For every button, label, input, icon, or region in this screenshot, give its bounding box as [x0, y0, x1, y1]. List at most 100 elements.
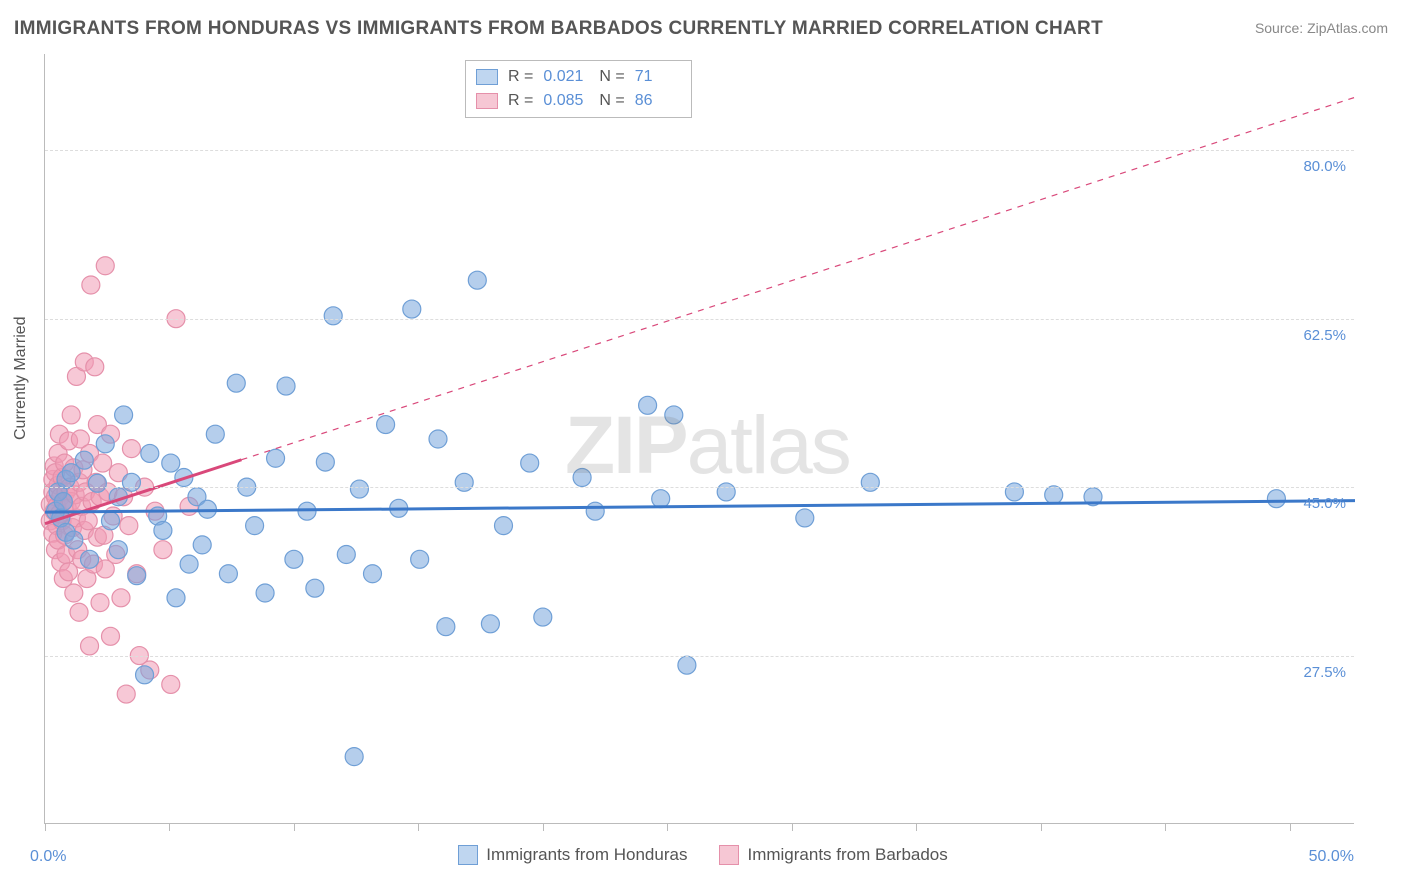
r-label: R =: [508, 68, 533, 86]
y-axis-title: Currently Married: [12, 316, 30, 440]
point-honduras: [167, 589, 185, 607]
point-barbados: [62, 406, 80, 424]
x-tick: [916, 823, 917, 831]
x-tick: [792, 823, 793, 831]
point-honduras: [246, 517, 264, 535]
point-barbados: [96, 257, 114, 275]
point-honduras: [306, 579, 324, 597]
point-honduras: [180, 555, 198, 573]
n-label: N =: [599, 92, 624, 110]
point-honduras: [154, 521, 172, 539]
point-barbados: [162, 675, 180, 693]
plot-svg: [45, 54, 1354, 823]
point-barbados: [94, 454, 112, 472]
point-honduras: [437, 618, 455, 636]
point-honduras: [54, 493, 72, 511]
point-barbados: [117, 685, 135, 703]
point-honduras: [861, 473, 879, 491]
point-honduras: [403, 300, 421, 318]
point-barbados: [82, 276, 100, 294]
swatch-barbados-icon: [719, 845, 739, 865]
point-honduras: [285, 550, 303, 568]
point-honduras: [345, 748, 363, 766]
point-honduras: [193, 536, 211, 554]
point-honduras: [136, 666, 154, 684]
point-barbados: [81, 637, 99, 655]
trendline-barbados-extrapolated: [242, 97, 1356, 459]
x-tick: [294, 823, 295, 831]
stats-legend: R = 0.021 N = 71 R = 0.085 N = 86: [465, 60, 692, 118]
point-honduras: [141, 444, 159, 462]
point-honduras: [678, 656, 696, 674]
gridline: [45, 319, 1354, 320]
point-honduras: [227, 374, 245, 392]
point-honduras: [364, 565, 382, 583]
point-honduras: [1045, 486, 1063, 504]
point-honduras: [316, 453, 334, 471]
point-barbados: [112, 589, 130, 607]
point-honduras: [573, 469, 591, 487]
x-tick: [169, 823, 170, 831]
point-barbados: [154, 541, 172, 559]
n-value-barbados: 86: [635, 92, 681, 110]
point-honduras: [162, 454, 180, 472]
point-honduras: [429, 430, 447, 448]
trendline-honduras: [45, 501, 1355, 513]
point-honduras: [256, 584, 274, 602]
point-honduras: [115, 406, 133, 424]
gridline: [45, 656, 1354, 657]
point-honduras: [455, 473, 473, 491]
point-honduras: [495, 517, 513, 535]
point-honduras: [521, 454, 539, 472]
point-honduras: [796, 509, 814, 527]
point-barbados: [91, 594, 109, 612]
point-honduras: [122, 473, 140, 491]
gridline: [45, 150, 1354, 151]
swatch-honduras-icon: [458, 845, 478, 865]
y-tick-label: 80.0%: [1303, 158, 1346, 175]
stats-legend-row-honduras: R = 0.021 N = 71: [476, 65, 681, 89]
point-honduras: [219, 565, 237, 583]
x-tick: [667, 823, 668, 831]
n-label: N =: [599, 68, 624, 86]
x-tick: [418, 823, 419, 831]
series-legend: Immigrants from Honduras Immigrants from…: [0, 845, 1406, 865]
point-honduras: [534, 608, 552, 626]
point-honduras: [377, 416, 395, 434]
legend-label-barbados: Immigrants from Barbados: [747, 845, 947, 865]
point-honduras: [350, 480, 368, 498]
source-label: Source: ZipAtlas.com: [1255, 20, 1388, 36]
legend-item-barbados: Immigrants from Barbados: [719, 845, 947, 865]
r-label: R =: [508, 92, 533, 110]
swatch-honduras-icon: [476, 69, 498, 85]
x-tick: [1290, 823, 1291, 831]
point-honduras: [109, 541, 127, 559]
point-honduras: [468, 271, 486, 289]
n-value-honduras: 71: [635, 68, 681, 86]
point-honduras: [717, 483, 735, 501]
y-tick-label: 27.5%: [1303, 664, 1346, 681]
point-honduras: [96, 435, 114, 453]
point-honduras: [1005, 483, 1023, 501]
point-honduras: [652, 490, 670, 508]
point-barbados: [102, 627, 120, 645]
legend-item-honduras: Immigrants from Honduras: [458, 845, 687, 865]
point-barbados: [120, 517, 138, 535]
plot-area: ZIPatlas R = 0.021 N = 71 R = 0.085 N = …: [44, 54, 1354, 824]
x-tick: [1165, 823, 1166, 831]
stats-legend-row-barbados: R = 0.085 N = 86: [476, 89, 681, 113]
point-honduras: [88, 474, 106, 492]
point-honduras: [481, 615, 499, 633]
gridline: [45, 487, 1354, 488]
point-barbados: [79, 512, 97, 530]
chart-title: IMMIGRANTS FROM HONDURAS VS IMMIGRANTS F…: [14, 18, 1103, 40]
r-value-barbados: 0.085: [543, 92, 589, 110]
point-honduras: [639, 396, 657, 414]
point-honduras: [586, 502, 604, 520]
point-honduras: [277, 377, 295, 395]
legend-label-honduras: Immigrants from Honduras: [486, 845, 687, 865]
point-barbados: [86, 358, 104, 376]
point-honduras: [75, 451, 93, 469]
r-value-honduras: 0.021: [543, 68, 589, 86]
point-barbados: [122, 440, 140, 458]
